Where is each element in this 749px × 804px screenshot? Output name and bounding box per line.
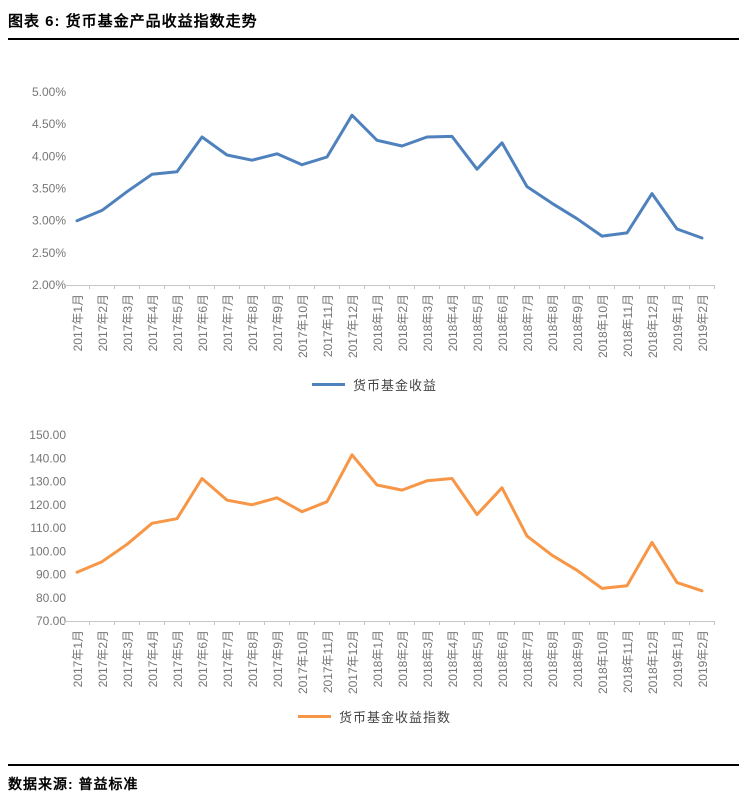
legend-money-fund-yield: 货币基金收益 [0,375,749,393]
x-tick-label: 2017年12月 [346,630,360,694]
x-tick-label: 2018年8月 [546,630,560,687]
x-tick-label: 2018年11月 [621,294,635,357]
y-tick-label: 90.00 [36,568,66,582]
x-tick-label: 2017年2月 [96,630,110,687]
x-tick-label: 2018年5月 [471,630,485,687]
x-tick-label: 2017年11月 [321,294,335,357]
y-tick-label: 5.00% [32,85,66,99]
y-tick-label: 4.00% [32,149,66,163]
x-tick-label: 2017年3月 [121,294,135,351]
y-tick-label: 2.50% [32,246,66,260]
x-tick-label: 2018年6月 [496,630,510,687]
x-tick-label: 2018年3月 [421,630,435,687]
y-tick-label: 150.00 [29,428,66,442]
x-tick-label: 2018年7月 [521,630,535,687]
x-tick-label: 2017年6月 [196,294,210,351]
x-tick-label: 2018年9月 [571,630,585,687]
x-tick-label: 2018年6月 [496,294,510,351]
legend-label-yield-index: 货币基金收益指数 [338,709,451,725]
x-tick-label: 2018年2月 [396,294,410,351]
x-tick-label: 2018年10月 [596,630,610,694]
x-tick-label: 2017年8月 [246,294,260,351]
y-tick-label: 3.50% [32,182,66,196]
x-tick-label: 2018年5月 [471,294,485,351]
y-tick-label: 4.50% [32,117,66,131]
x-tick-label: 2017年12月 [346,294,360,358]
x-tick-label: 2019年1月 [671,630,685,687]
y-tick-label: 3.00% [32,214,66,228]
x-tick-label: 2018年9月 [571,294,585,351]
data-source: 数据来源: 普益标准 [8,776,139,792]
y-tick-label: 70.00 [36,614,66,628]
x-tick-label: 2017年11月 [321,630,335,693]
x-tick-label: 2017年10月 [296,630,310,694]
x-tick-label: 2017年4月 [146,630,160,687]
x-tick-label: 2018年4月 [446,294,460,351]
x-tick-label: 2018年7月 [521,294,535,351]
y-tick-label: 120.00 [29,498,66,512]
title-divider [8,38,739,40]
chart-money-fund-yield: 5.00% 4.50% 4.00% 3.50% 3.00% 2.50% 2.00% 2017年… [0,80,749,372]
y-tick-label: 130.00 [29,475,66,489]
legend-line-swatch-blue [311,382,345,386]
x-tick-label: 2019年2月 [696,630,710,687]
x-tick-label: 2017年4月 [146,294,160,351]
figure-title: 图表 6: 货币基金产品收益指数走势 [8,13,258,30]
x-tick-label: 2018年2月 [396,630,410,687]
x-tick-label: 2017年1月 [71,294,85,351]
y-tick-label: 2.00% [32,278,66,292]
series-line-money-fund-yield-index [75,453,704,593]
legend-label-yield: 货币基金收益 [352,377,437,393]
x-tick-label: 2019年2月 [696,294,710,351]
x-tick-label: 2018年1月 [371,294,385,351]
x-tick-label: 2018年8月 [546,294,560,351]
y-tick-label: 140.00 [29,451,66,465]
money-fund-yield-index-plot: 150.00 140.00 130.00 120.00 110.00 100.00 90.0… [29,428,715,694]
chart-money-fund-yield-index: 150.00 140.00 130.00 120.00 110.00 100.00 90.0… [0,420,749,705]
x-tick-label: 2018年4月 [446,630,460,687]
x-tick-label: 2018年12月 [646,294,660,358]
x-tick-label: 2017年10月 [296,294,310,358]
money-fund-yield-plot: 5.00% 4.50% 4.00% 3.50% 3.00% 2.50% 2.00% 2017年… [32,85,715,358]
y-tick-label: 110.00 [30,521,66,535]
x-tick-label: 2018年10月 [596,294,610,358]
x-tick-label: 2018年1月 [371,630,385,687]
x-tick-label: 2017年8月 [246,630,260,687]
x-tick-label: 2018年3月 [421,294,435,351]
x-tick-label: 2017年1月 [71,630,85,687]
x-tick-label: 2017年7月 [221,294,235,351]
x-tick-label: 2018年11月 [621,630,635,693]
x-tick-label: 2019年1月 [671,294,685,351]
x-tick-label: 2017年7月 [221,630,235,687]
x-tick-label: 2017年9月 [271,630,285,687]
x-tick-label: 2018年12月 [646,630,660,694]
x-tick-label: 2017年3月 [121,630,135,687]
x-tick-label: 2017年5月 [171,294,185,351]
y-tick-label: 100.00 [29,544,66,558]
legend-money-fund-yield-index: 货币基金收益指数 [0,707,749,725]
footer-divider [8,764,739,766]
x-tick-label: 2017年2月 [96,294,110,351]
x-tick-label: 2017年9月 [271,294,285,351]
series-line-money-fund-yield [75,113,704,240]
legend-line-swatch-orange [297,714,331,718]
x-tick-label: 2017年6月 [196,630,210,687]
x-tick-label: 2017年5月 [171,630,185,687]
y-tick-label: 80.00 [36,591,66,605]
